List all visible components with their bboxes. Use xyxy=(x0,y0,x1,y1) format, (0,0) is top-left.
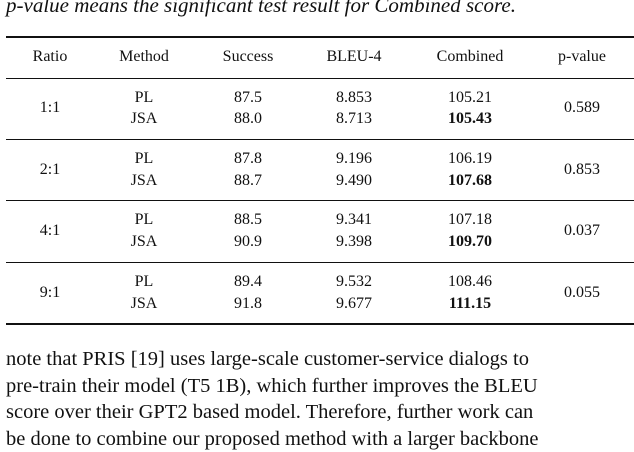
combined-cell-best: 109.70 xyxy=(420,232,520,252)
header-combined: Combined xyxy=(420,47,520,67)
success-cell: 89.4 xyxy=(208,272,288,292)
p-value-cell: 0.037 xyxy=(540,221,624,241)
header-ratio: Ratio xyxy=(22,47,78,67)
bleu4-cell: 8.853 xyxy=(314,88,394,108)
bottom-rule xyxy=(6,323,634,325)
top-rule xyxy=(6,36,634,38)
header-bleu4: BLEU-4 xyxy=(314,47,394,67)
combined-cell: 105.21 xyxy=(420,88,520,108)
group-rule xyxy=(6,262,634,263)
bleu4-cell: 9.677 xyxy=(314,294,394,314)
method-cell: JSA xyxy=(104,171,184,191)
header-method: Method xyxy=(104,47,184,67)
p-value-cell: 0.055 xyxy=(540,283,624,303)
bleu4-cell: 8.713 xyxy=(314,109,394,129)
combined-cell-best: 105.43 xyxy=(420,109,520,129)
ratio-cell: 1:1 xyxy=(22,98,78,118)
paragraph-line: note that PRIS [19] uses large-scale cus… xyxy=(6,346,634,373)
body-paragraph: note that PRIS [19] uses large-scale cus… xyxy=(6,346,634,452)
combined-cell-best: 107.68 xyxy=(420,171,520,191)
bleu4-cell: 9.341 xyxy=(314,210,394,230)
success-cell: 91.8 xyxy=(208,294,288,314)
paragraph-line: score over their GPT2 based model. There… xyxy=(6,399,634,426)
method-cell: JSA xyxy=(104,294,184,314)
p-value-cell: 0.589 xyxy=(540,98,624,118)
method-cell: JSA xyxy=(104,109,184,129)
method-cell: PL xyxy=(104,149,184,169)
header-p-value: p-value xyxy=(540,47,624,67)
success-cell: 88.5 xyxy=(208,210,288,230)
success-cell: 90.9 xyxy=(208,232,288,252)
success-cell: 88.7 xyxy=(208,171,288,191)
method-cell: JSA xyxy=(104,232,184,252)
paragraph-line: pre-train their model (T5 1B), which fur… xyxy=(6,373,634,400)
table-caption: p-value means the significant test resul… xyxy=(6,0,634,18)
method-cell: PL xyxy=(104,210,184,230)
bleu4-cell: 9.490 xyxy=(314,171,394,191)
success-cell: 87.8 xyxy=(208,149,288,169)
combined-cell: 108.46 xyxy=(420,272,520,292)
header-success: Success xyxy=(208,47,288,67)
header-rule xyxy=(6,78,634,79)
ratio-cell: 4:1 xyxy=(22,221,78,241)
p-value-cell: 0.853 xyxy=(540,160,624,180)
success-cell: 88.0 xyxy=(208,109,288,129)
group-rule xyxy=(6,200,634,201)
paragraph-line: be done to combine our proposed method w… xyxy=(6,426,634,452)
group-rule xyxy=(6,139,634,140)
bleu4-cell: 9.398 xyxy=(314,232,394,252)
method-cell: PL xyxy=(104,88,184,108)
combined-cell: 106.19 xyxy=(420,149,520,169)
bleu4-cell: 9.196 xyxy=(314,149,394,169)
combined-cell: 107.18 xyxy=(420,210,520,230)
ratio-cell: 9:1 xyxy=(22,283,78,303)
method-cell: PL xyxy=(104,272,184,292)
bleu4-cell: 9.532 xyxy=(314,272,394,292)
success-cell: 87.5 xyxy=(208,88,288,108)
ratio-cell: 2:1 xyxy=(22,160,78,180)
combined-cell-best: 111.15 xyxy=(420,294,520,314)
